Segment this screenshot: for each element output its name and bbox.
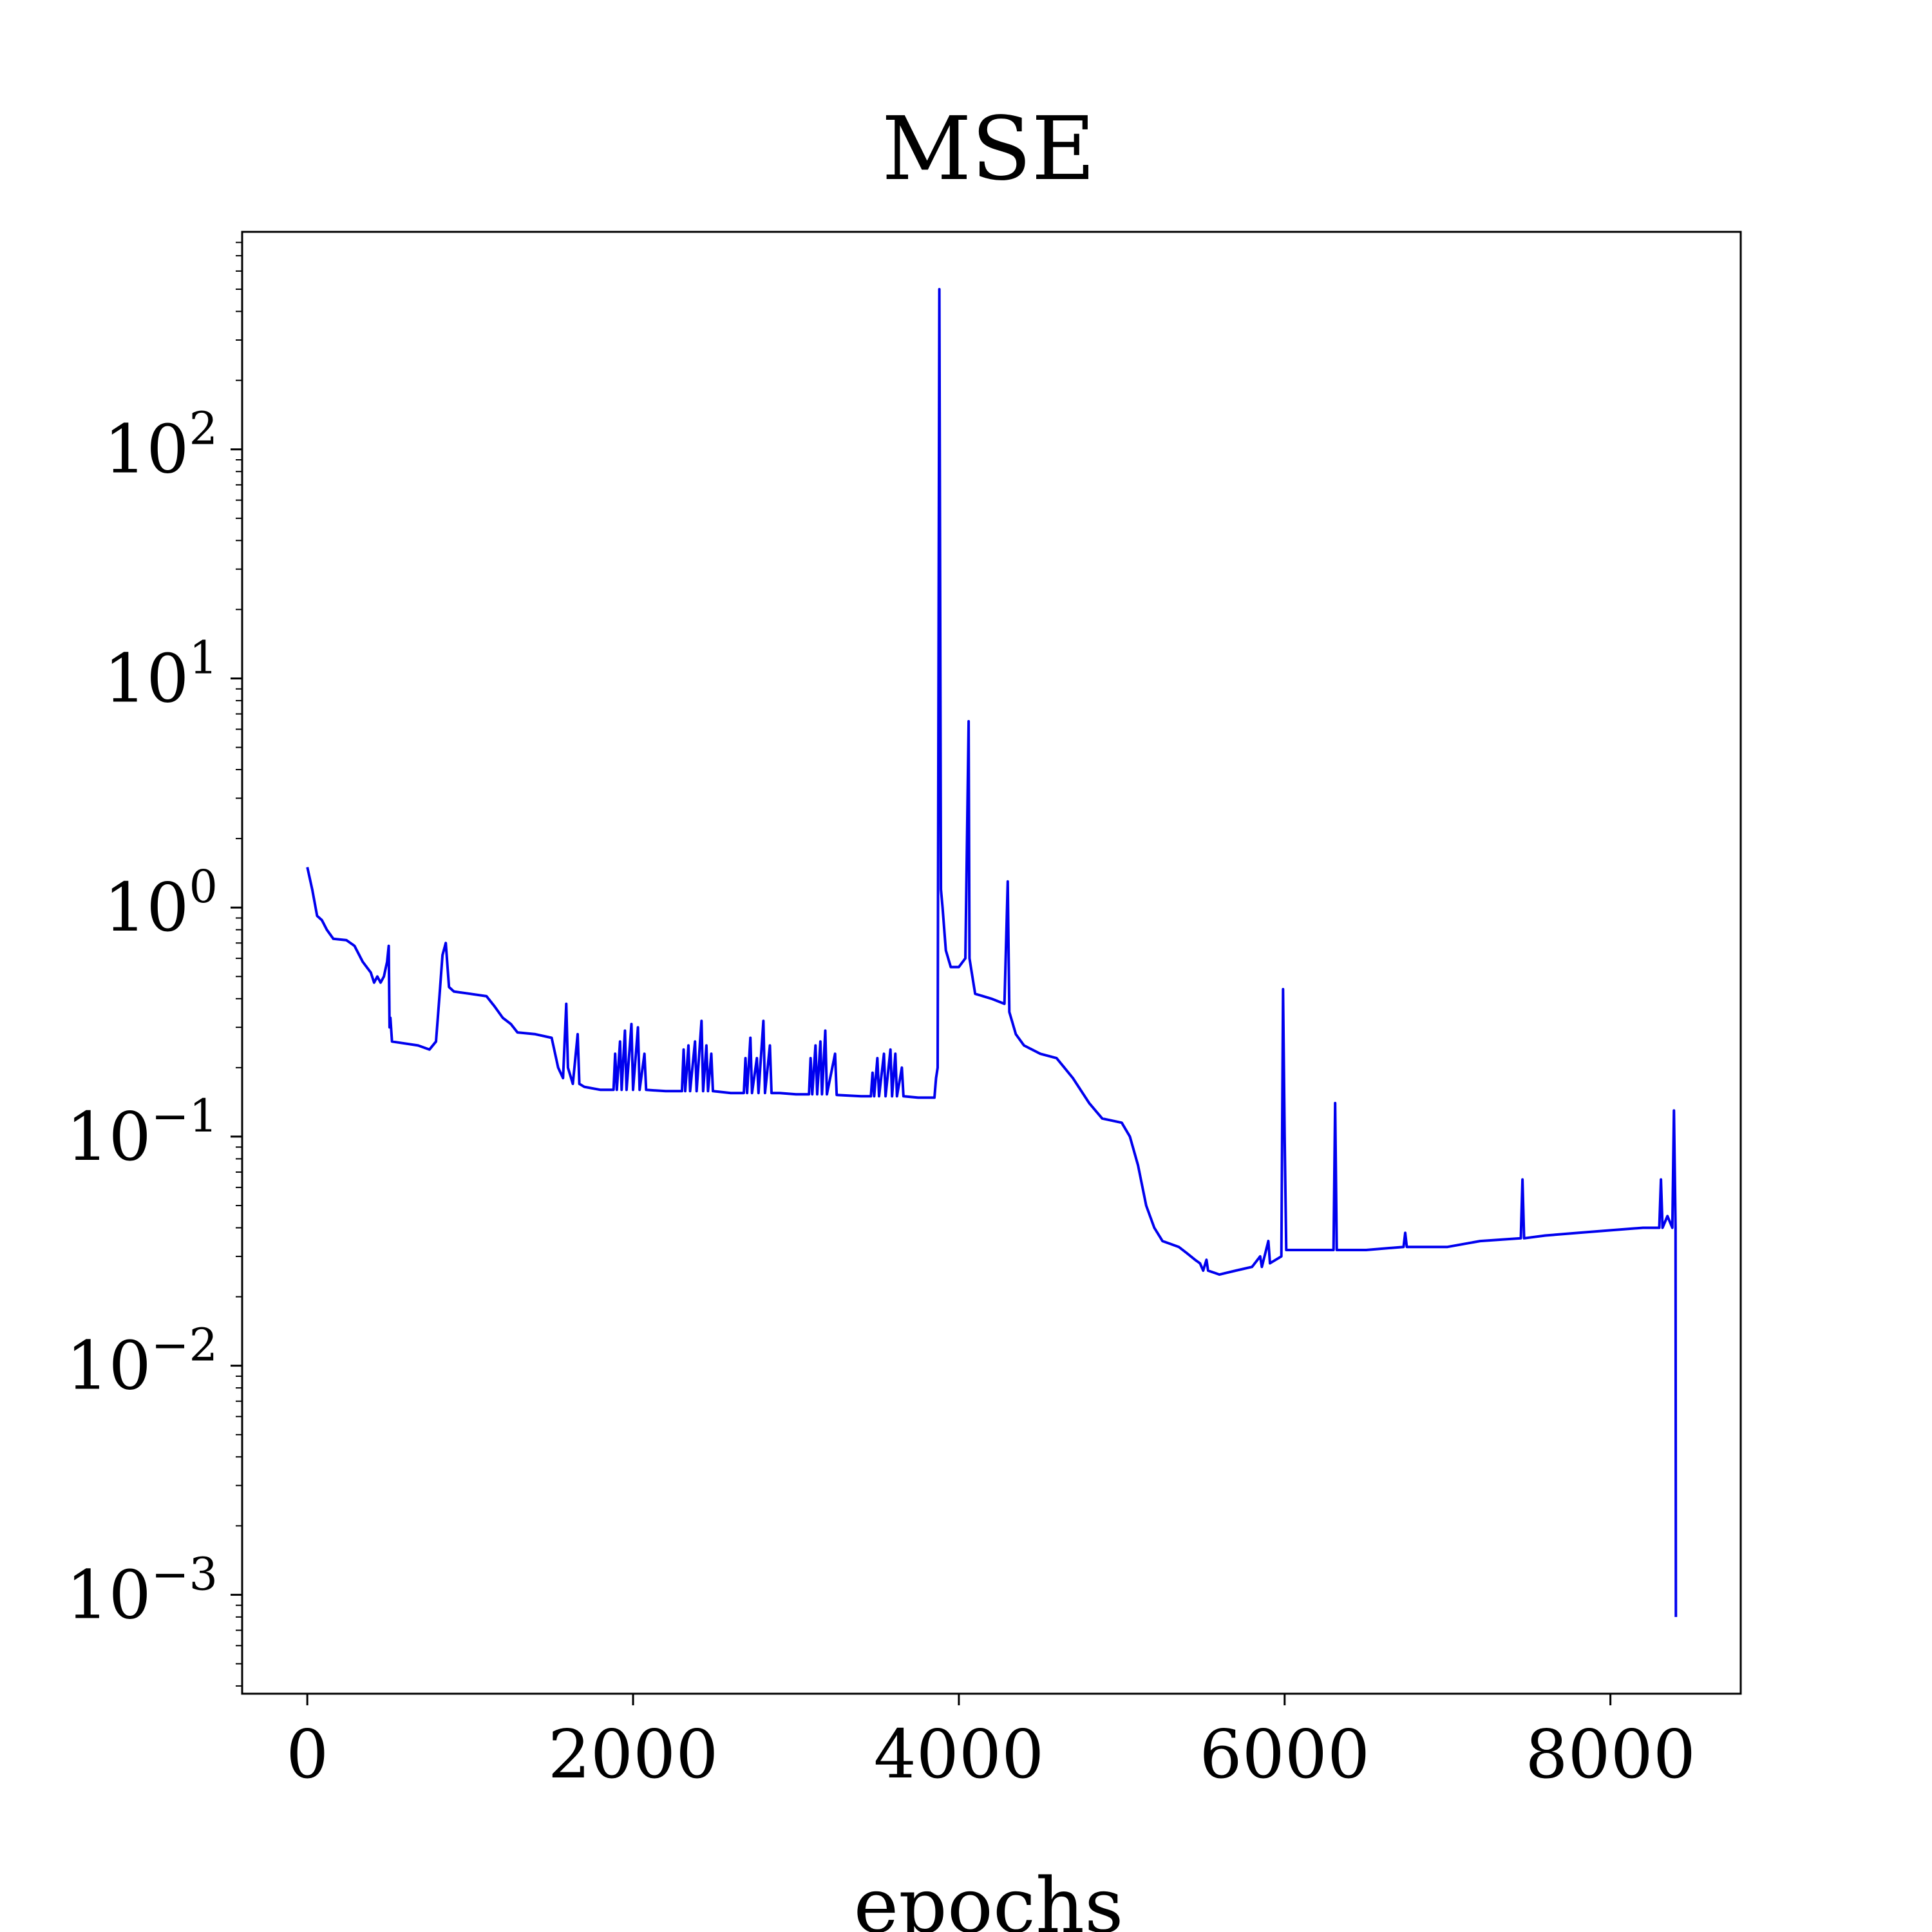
y-tick-label: 100 — [104, 860, 218, 947]
y-axis: 10−3 10−2 10−1 100 101 102 — [66, 402, 242, 1634]
x-tick-label: 0 — [286, 1715, 328, 1794]
y-tick-label: 101 — [104, 631, 218, 717]
plot-area — [241, 231, 1742, 1695]
x-tick-label: 6000 — [1199, 1715, 1370, 1794]
y-tick-label: 10−1 — [66, 1090, 218, 1176]
y-tick-label: 10−3 — [66, 1548, 218, 1634]
chart-title: MSE — [882, 99, 1095, 200]
x-tick-label: 4000 — [874, 1715, 1045, 1794]
y-tick-label: 10−2 — [66, 1319, 218, 1405]
x-axis-label: epochs — [853, 1861, 1123, 1932]
x-axis: 0 2000 4000 6000 8000 — [286, 1694, 1696, 1794]
y-minor-ticks — [236, 242, 242, 1687]
x-tick-label: 2000 — [548, 1715, 719, 1794]
plot-frame — [241, 231, 1742, 1695]
x-tick-label: 8000 — [1525, 1715, 1696, 1794]
y-tick-label: 102 — [104, 402, 218, 489]
series-group — [306, 288, 1678, 1617]
series-line-0 — [306, 288, 1678, 1617]
